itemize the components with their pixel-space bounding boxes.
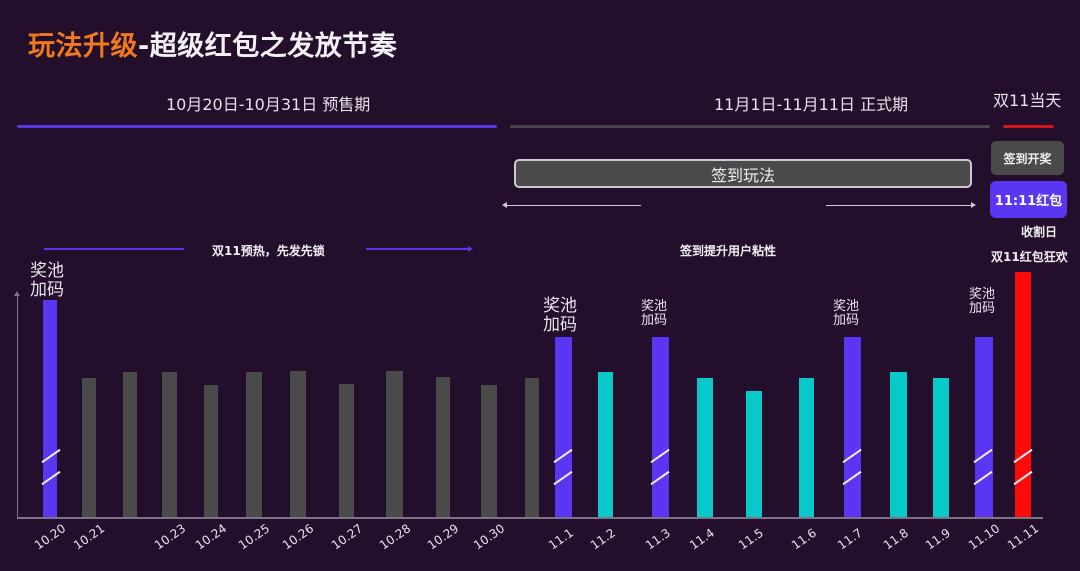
bar-10.30 (481, 385, 497, 517)
axis-break-mark (1013, 448, 1033, 464)
x-tick-11.6: 11.6 (788, 525, 819, 553)
axis-break-mark (973, 470, 993, 486)
bar-10.24 (204, 385, 218, 517)
bar-11.3 (650, 337, 670, 517)
bar-10.28 (386, 371, 403, 517)
x-tick-10.23: 10.23 (151, 521, 188, 553)
preheat-right-line (366, 248, 468, 250)
x-tick-10.20: 10.20 (32, 521, 69, 553)
x-tick-11.5: 11.5 (736, 525, 766, 553)
x-tick-11.1: 11.1 (545, 525, 576, 553)
preheat-arrow-icon (468, 246, 473, 252)
bar-11.4 (697, 378, 713, 517)
sign-in-stickiness-note: 签到提升用户粘性 (680, 244, 777, 258)
x-tick-10.28: 10.28 (376, 521, 413, 553)
bar-11.11 (1013, 272, 1033, 517)
bar-11.9 (933, 378, 949, 517)
preheat-left-line (44, 248, 184, 250)
left-arrow-line (506, 205, 641, 206)
x-tick-11.4: 11.4 (687, 525, 717, 553)
axis-break-mark (553, 470, 573, 486)
bar-11.10 (973, 337, 993, 517)
harvest-day-note: 收割日 (1021, 225, 1058, 239)
bar-10.25 (246, 372, 262, 517)
x-tick-10.27: 10.27 (328, 521, 365, 553)
axis-break-mark (842, 470, 862, 486)
x-tick-10.21: 10.21 (71, 521, 108, 553)
axis-break-mark (973, 448, 993, 464)
bar-10.29 (436, 377, 450, 517)
bar-11.5 (746, 391, 762, 517)
title-rest: -超级红包之发放节奏 (138, 31, 398, 62)
phase-double11-line (1003, 125, 1054, 128)
axis-break-mark (1013, 470, 1033, 486)
axis-break-mark (41, 448, 61, 464)
prize-pool-boost-note: 奖池 加码 (641, 299, 668, 329)
x-tick-10.25: 10.25 (236, 521, 273, 553)
right-arrow-icon (971, 202, 976, 208)
x-tick-11.11: 11.11 (1005, 521, 1042, 553)
x-tick-11.3: 11.3 (642, 525, 673, 553)
axis-break-mark (842, 448, 862, 464)
phase-double11-label: 双11当天 (993, 91, 1062, 110)
page-title: 玩法升级-超级红包之发放节奏 (28, 24, 397, 63)
prize-pool-boost-note: 奖池 加码 (969, 287, 996, 317)
bar-10.22 (123, 372, 137, 517)
x-tick-10.24: 10.24 (193, 521, 230, 553)
x-tick-10.30: 10.30 (471, 521, 508, 553)
x-tick-11.2: 11.2 (587, 525, 618, 553)
red-packet-1111-box: 11:11红包 (990, 181, 1067, 218)
y-axis (17, 293, 18, 518)
phase-presale-label: 10月20日-10月31日 预售期 (166, 95, 371, 114)
x-tick-11.10: 11.10 (966, 521, 1003, 553)
bar-11.2 (598, 372, 613, 517)
prize-pool-boost-note: 奖池 加码 (543, 296, 577, 335)
sign-in-play-box: 签到玩法 (514, 159, 972, 188)
bar-10.27 (339, 384, 354, 517)
axis-break-mark (650, 448, 670, 464)
left-arrow-icon (502, 202, 507, 208)
preheat-note: 双11预热，先发先锁 (212, 244, 325, 258)
right-arrow-line (826, 205, 971, 206)
x-tick-11.7: 11.7 (834, 525, 865, 553)
bar-11.6 (799, 378, 814, 517)
title-highlight: 玩法升级 (28, 31, 138, 62)
phase-formal-label: 11月1日-11月11日 正式期 (714, 95, 909, 114)
prize-pool-boost-note: 奖池 加码 (833, 299, 860, 329)
x-tick-10.29: 10.29 (425, 521, 462, 553)
bar-10.21 (82, 378, 96, 517)
bar-11.1 (553, 337, 573, 517)
carnival-note: 双11红包狂欢 (991, 250, 1068, 264)
bar-11.8 (890, 372, 907, 517)
x-tick-10.26: 10.26 (280, 521, 317, 553)
y-axis-arrow-icon (14, 291, 20, 296)
prize-pool-boost-note: 奖池 加码 (30, 261, 64, 300)
x-tick-11.8: 11.8 (880, 525, 911, 553)
x-tick-11.9: 11.9 (923, 525, 953, 553)
x-axis (17, 517, 1043, 519)
sign-in-lottery-box: 签到开奖 (991, 141, 1064, 175)
bar-10.20 (41, 300, 61, 517)
phase-formal-line (510, 125, 990, 128)
bar-10.31 (525, 378, 539, 517)
bar-11.7 (842, 337, 862, 517)
bar-10.26 (290, 371, 306, 517)
phase-presale-line (17, 125, 497, 128)
bar-10.23 (162, 372, 177, 517)
axis-break-mark (41, 470, 61, 486)
axis-break-mark (650, 470, 670, 486)
axis-break-mark (553, 448, 573, 464)
